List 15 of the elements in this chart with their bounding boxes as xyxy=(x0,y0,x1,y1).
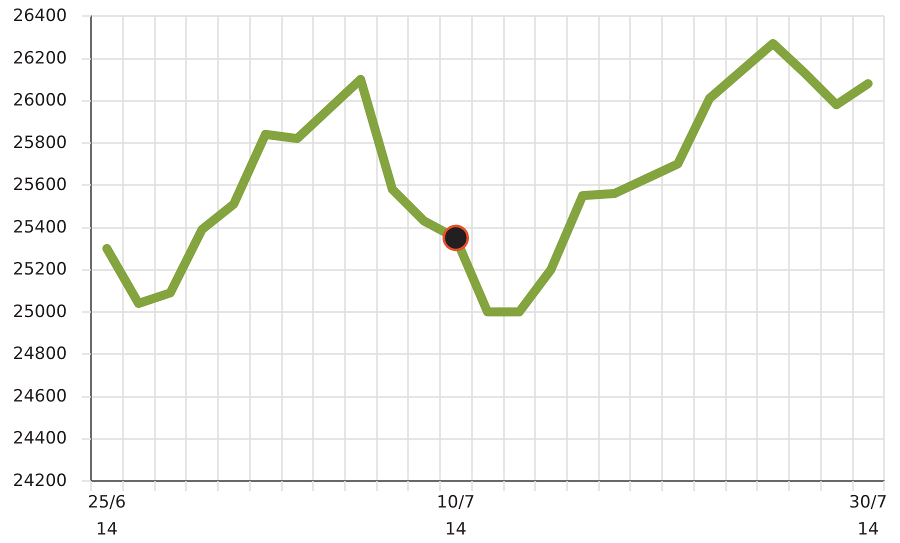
y-tick-label: 24800 xyxy=(12,344,67,364)
y-tick-label: 26400 xyxy=(12,6,67,26)
y-tick-label: 25400 xyxy=(12,217,67,238)
x-tick-label: 25/6 14 xyxy=(88,492,126,540)
x-tick-label: 10/7 14 xyxy=(436,492,475,540)
y-tick-label: 25200 xyxy=(12,260,67,280)
y-tick-label: 25800 xyxy=(12,132,67,153)
y-tick-label: 24200 xyxy=(12,471,67,491)
y-tick-label: 26200 xyxy=(12,48,67,68)
x-tick-label: 30/7 14 xyxy=(849,492,888,540)
y-tick-label: 26000 xyxy=(12,90,67,111)
y-tick-label: 25600 xyxy=(12,175,67,196)
y-tick-label: 24600 xyxy=(12,386,67,406)
y-tick-label: 25000 xyxy=(12,302,67,322)
y-tick-label: 24400 xyxy=(12,428,67,449)
